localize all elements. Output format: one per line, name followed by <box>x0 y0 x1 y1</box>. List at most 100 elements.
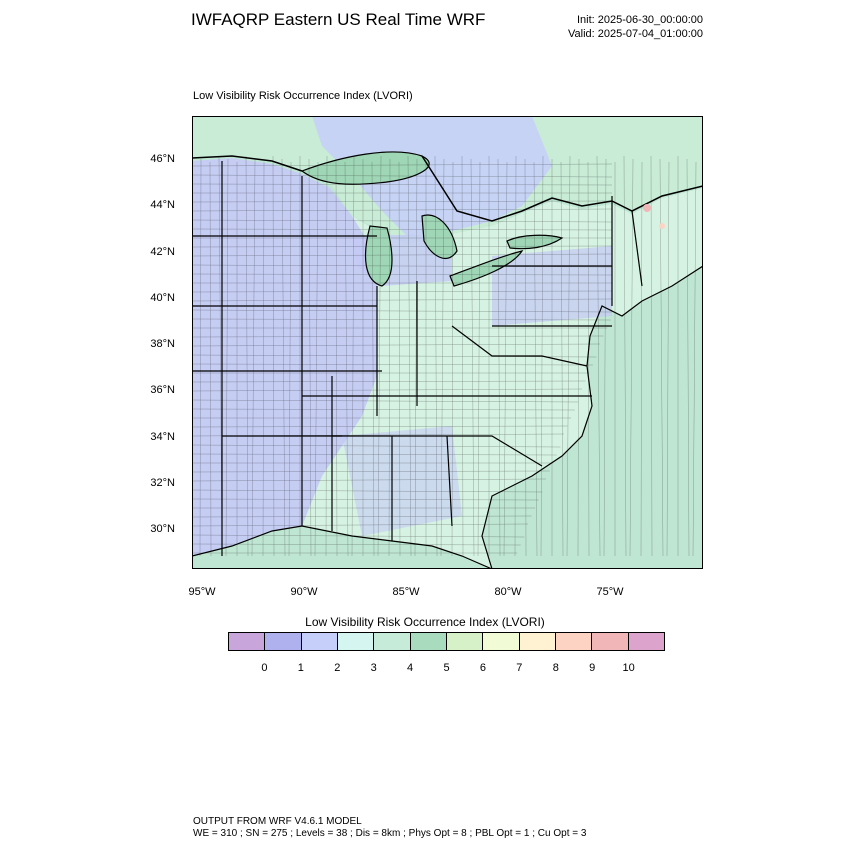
colorbar-swatch <box>337 633 375 650</box>
county-line <box>192 228 613 231</box>
county-line <box>314 161 319 557</box>
colorbar-swatch <box>410 633 447 650</box>
county-line <box>192 245 613 248</box>
time-info: Init: 2025-06-30_00:00:00 Valid: 2025-07… <box>568 13 703 41</box>
county-line <box>629 158 634 557</box>
lon-label: 85°W <box>392 586 420 598</box>
county-line <box>470 158 475 557</box>
county-line <box>192 399 579 403</box>
lat-label: 46°N <box>150 153 175 165</box>
county-line <box>371 161 375 557</box>
county-line <box>308 158 312 557</box>
colorbar-swatch <box>592 633 629 650</box>
state-borders <box>192 161 703 569</box>
county-line <box>192 408 575 411</box>
county-line <box>245 155 249 557</box>
colorbar-swatch <box>265 633 302 650</box>
colorbar <box>228 632 665 651</box>
county-line <box>414 158 418 557</box>
model-info: OUTPUT FROM WRF V4.6.1 MODEL WE = 310 ; … <box>193 816 586 840</box>
colorbar-label: 3 <box>370 662 377 674</box>
colorbar-label: 7 <box>516 662 523 674</box>
county-line <box>192 174 613 178</box>
lon-label: 90°W <box>290 586 318 598</box>
field-title: Low Visibility Risk Occurrence Index (LV… <box>193 90 413 102</box>
colorbar-swatch <box>483 633 520 650</box>
valid-time: Valid: 2025-07-04_01:00:00 <box>568 28 703 40</box>
county-line <box>192 444 561 448</box>
colorbar-swatch <box>555 633 593 650</box>
model-info-line1: OUTPUT FROM WRF V4.6.1 MODEL <box>193 816 362 827</box>
colorbar-swatch <box>301 633 338 650</box>
colorbar-swatch <box>628 633 664 650</box>
colorbar-label: 9 <box>589 662 596 674</box>
lon-label: 95°W <box>188 586 216 598</box>
lon-label: 75°W <box>596 586 624 598</box>
county-line <box>440 158 445 557</box>
county-line <box>192 335 604 338</box>
county-line <box>199 158 202 557</box>
map-frame <box>192 116 703 569</box>
colorbar-label: 6 <box>479 662 486 674</box>
county-line <box>192 478 547 482</box>
colorbar-title: Low Visibility Risk Occurrence Index (LV… <box>305 615 545 629</box>
county-line <box>192 534 525 538</box>
county-line <box>192 425 568 428</box>
county-line <box>192 380 586 383</box>
southern-blue-region <box>342 426 462 536</box>
county-line <box>251 158 256 557</box>
county-line <box>603 158 607 557</box>
county-line <box>192 208 613 212</box>
county-line <box>686 158 690 557</box>
county-line <box>192 273 613 276</box>
western-blue-region <box>192 158 377 556</box>
county-line <box>497 158 501 557</box>
county-line <box>192 264 613 268</box>
county-line <box>192 290 613 293</box>
county-line <box>192 388 583 392</box>
county-line <box>398 161 401 557</box>
county-line <box>192 515 532 518</box>
county-line <box>209 161 212 557</box>
county-line <box>461 155 464 557</box>
colorbar-swatch <box>519 633 556 650</box>
county-line <box>560 161 564 557</box>
county-line <box>192 309 613 313</box>
county-line <box>596 155 601 557</box>
county-line <box>587 161 590 557</box>
colorbar-label: 4 <box>407 662 414 674</box>
county-line <box>692 161 697 557</box>
county-line <box>192 453 557 456</box>
state-line-18 <box>631 210 643 287</box>
lat-label: 34°N <box>150 431 175 443</box>
county-line <box>192 363 593 366</box>
model-info-line2: WE = 310 ; SN = 275 ; Levels = 38 ; Dis … <box>193 828 587 839</box>
high-index-spot <box>659 223 665 229</box>
county-line <box>351 155 355 557</box>
county-line <box>192 163 613 167</box>
county-line <box>192 253 613 257</box>
county-line <box>325 155 328 557</box>
colorbar-swatch <box>446 633 484 650</box>
county-line <box>640 161 643 557</box>
county-line <box>192 318 611 321</box>
high-index-spot <box>643 204 651 212</box>
county-line <box>281 158 286 557</box>
county-line <box>192 200 613 203</box>
colorbar-label: 0 <box>261 662 268 674</box>
lake-huron <box>421 214 458 259</box>
lat-label: 40°N <box>150 292 175 304</box>
state-line-16 <box>451 325 588 367</box>
county-line <box>288 161 292 557</box>
gulf-coastline <box>192 525 493 569</box>
county-line <box>272 155 275 557</box>
county-line <box>192 543 521 546</box>
lvori-map <box>192 116 703 569</box>
lat-label: 32°N <box>150 477 175 489</box>
county-line <box>225 158 229 557</box>
lon-label: 80°W <box>494 586 522 598</box>
county-line <box>344 161 349 557</box>
lake-erie <box>449 250 524 287</box>
map-panel <box>192 116 703 569</box>
county-line <box>192 354 597 358</box>
